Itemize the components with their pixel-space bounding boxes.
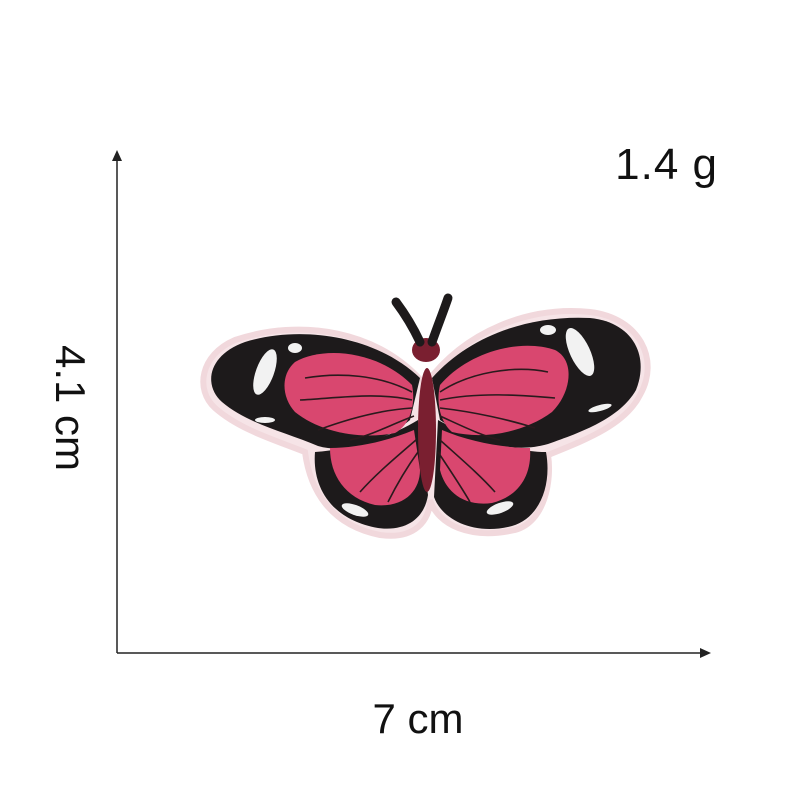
width-axis-arrowhead xyxy=(700,648,711,658)
butterfly-patch-image xyxy=(200,293,651,539)
height-label: 4.1 cm xyxy=(47,344,94,472)
weight-label: 1.4 g xyxy=(615,140,718,189)
height-axis-arrowhead xyxy=(112,150,122,161)
width-label: 7 cm xyxy=(372,695,464,742)
